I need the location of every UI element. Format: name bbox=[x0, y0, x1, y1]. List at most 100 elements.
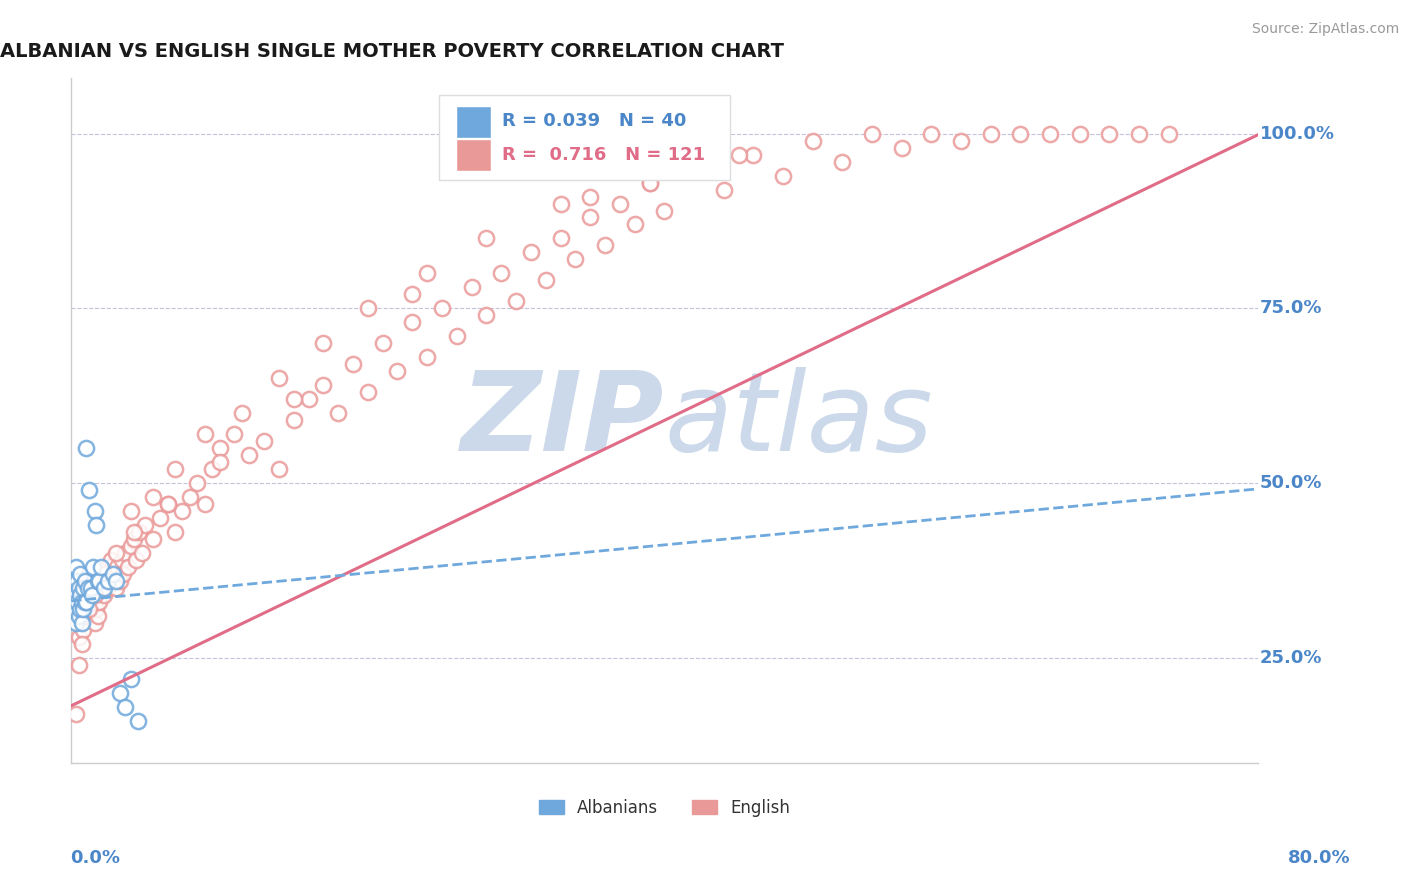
Point bbox=[93, 567, 115, 582]
Point bbox=[87, 574, 110, 589]
Point bbox=[82, 560, 104, 574]
Point bbox=[579, 211, 602, 225]
Text: ZIP: ZIP bbox=[461, 367, 665, 474]
Point bbox=[65, 588, 87, 602]
Point bbox=[77, 483, 100, 498]
Point bbox=[66, 574, 89, 589]
Point bbox=[401, 287, 423, 301]
Point bbox=[75, 595, 97, 609]
Point bbox=[73, 574, 96, 589]
Point bbox=[104, 574, 127, 589]
Point bbox=[101, 567, 124, 582]
Point bbox=[67, 658, 90, 673]
Point bbox=[142, 533, 165, 547]
Point bbox=[1157, 127, 1180, 141]
Point bbox=[371, 336, 394, 351]
Point bbox=[72, 581, 94, 595]
Point bbox=[65, 560, 87, 574]
Point bbox=[96, 581, 118, 595]
Point bbox=[97, 574, 120, 589]
Point bbox=[186, 476, 208, 491]
Point bbox=[76, 581, 98, 595]
Point bbox=[949, 134, 972, 148]
Point bbox=[73, 581, 96, 595]
Point bbox=[172, 504, 194, 518]
Point bbox=[80, 595, 103, 609]
Point bbox=[1128, 127, 1150, 141]
Point bbox=[127, 714, 149, 728]
Point bbox=[75, 609, 97, 624]
Point bbox=[120, 672, 142, 686]
Point bbox=[90, 581, 112, 595]
Text: 100.0%: 100.0% bbox=[1260, 125, 1334, 143]
Point bbox=[104, 546, 127, 560]
Point bbox=[77, 602, 100, 616]
Text: R = 0.039   N = 40: R = 0.039 N = 40 bbox=[502, 112, 686, 129]
Point bbox=[65, 616, 87, 631]
Point bbox=[149, 511, 172, 525]
Point bbox=[638, 176, 661, 190]
Point bbox=[70, 595, 93, 609]
Point bbox=[920, 127, 942, 141]
Point bbox=[67, 609, 90, 624]
Point bbox=[89, 595, 111, 609]
Point bbox=[131, 546, 153, 560]
Point bbox=[831, 154, 853, 169]
Point bbox=[63, 574, 86, 589]
Point bbox=[125, 553, 148, 567]
Point bbox=[623, 218, 645, 232]
Point bbox=[328, 406, 350, 420]
Point bbox=[66, 595, 89, 609]
Point bbox=[122, 533, 145, 547]
Point bbox=[72, 602, 94, 616]
Point bbox=[122, 525, 145, 540]
FancyBboxPatch shape bbox=[456, 139, 491, 171]
Point bbox=[84, 504, 107, 518]
Point bbox=[416, 267, 439, 281]
Point bbox=[231, 406, 253, 420]
Point bbox=[97, 560, 120, 574]
Point bbox=[550, 231, 572, 245]
Point bbox=[342, 358, 364, 372]
Point bbox=[108, 686, 131, 700]
Point bbox=[208, 455, 231, 469]
Point bbox=[67, 581, 90, 595]
Point bbox=[416, 351, 439, 365]
Point bbox=[73, 595, 96, 609]
Point bbox=[564, 252, 586, 267]
Point bbox=[117, 560, 139, 574]
Legend: Albanians, English: Albanians, English bbox=[533, 792, 797, 823]
Point bbox=[491, 267, 513, 281]
Point bbox=[194, 427, 217, 442]
Point bbox=[62, 595, 84, 609]
Point bbox=[100, 553, 122, 567]
Point bbox=[654, 203, 676, 218]
Point bbox=[801, 134, 824, 148]
Point bbox=[638, 176, 661, 190]
Text: 0.0%: 0.0% bbox=[70, 849, 121, 867]
Point bbox=[84, 616, 107, 631]
Point bbox=[727, 147, 749, 161]
Point bbox=[69, 602, 91, 616]
Text: Source: ZipAtlas.com: Source: ZipAtlas.com bbox=[1251, 22, 1399, 37]
Point bbox=[101, 567, 124, 582]
Point bbox=[69, 588, 91, 602]
Point bbox=[62, 581, 84, 595]
Point bbox=[357, 385, 380, 400]
Text: 80.0%: 80.0% bbox=[1288, 849, 1350, 867]
Point bbox=[80, 588, 103, 602]
Point bbox=[1010, 127, 1032, 141]
Point bbox=[91, 574, 114, 589]
Point bbox=[89, 574, 111, 589]
Point bbox=[94, 567, 117, 582]
Point bbox=[79, 581, 101, 595]
Point bbox=[163, 462, 186, 476]
Point bbox=[1098, 127, 1121, 141]
Point bbox=[86, 602, 108, 616]
Point bbox=[104, 581, 127, 595]
Point bbox=[70, 616, 93, 631]
Text: ALBANIAN VS ENGLISH SINGLE MOTHER POVERTY CORRELATION CHART: ALBANIAN VS ENGLISH SINGLE MOTHER POVERT… bbox=[0, 42, 785, 61]
Point bbox=[72, 624, 94, 638]
Point bbox=[84, 588, 107, 602]
Point bbox=[90, 560, 112, 574]
